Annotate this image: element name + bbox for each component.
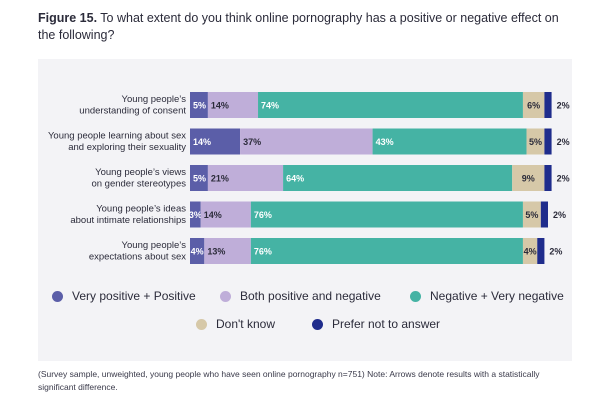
data-label: 76% (254, 246, 272, 256)
data-label: 6% (527, 100, 540, 110)
bar-segment (540, 201, 548, 228)
legend-swatch-very-positive (52, 290, 63, 302)
footnote: (Survey sample, unweighted, young people… (38, 369, 540, 392)
bar-segment (190, 128, 241, 155)
data-label: 74% (261, 100, 279, 110)
legend-label-very-positive: Very positive + Positive (72, 289, 196, 303)
data-label: 43% (376, 137, 394, 147)
bar-segment (522, 238, 538, 264)
category-label: Young people’s views on gender stereotype… (91, 167, 186, 190)
data-label: 64% (286, 173, 304, 183)
data-label: 37% (243, 137, 261, 147)
data-label: 2% (549, 246, 562, 256)
data-label: 2% (553, 210, 566, 220)
data-label: 14% (193, 137, 211, 147)
bar-segment (190, 238, 205, 264)
bar-segment (250, 201, 523, 228)
legend-label-dont-know: Don't know (216, 317, 275, 331)
bar-segment (526, 128, 545, 155)
bar-segment (544, 165, 552, 191)
bar-segment (204, 238, 251, 264)
data-label: 5% (193, 173, 206, 183)
bar-segment (544, 128, 552, 155)
bar-segment (190, 92, 208, 118)
data-label: 4% (524, 246, 537, 256)
data-label: 2% (557, 137, 570, 147)
bar-segment (190, 165, 208, 191)
legend-label-both: Both positive and negative (240, 289, 381, 303)
bar-segment (544, 92, 552, 118)
figure-question: To what extent do you think online porno… (38, 11, 559, 42)
data-label: 4% (191, 246, 204, 256)
bar-segment (258, 92, 523, 118)
stacked-bar-chart: Young people’s understanding of consent 5%… (48, 92, 570, 264)
legend-item-dont-know: Don't know (196, 317, 275, 331)
chart-panel: Young people’s understanding of consent 5%… (38, 59, 572, 361)
bar-segment (522, 92, 545, 118)
figure-label: Figure 15. (38, 11, 98, 25)
data-label: 14% (204, 210, 222, 220)
legend-item-prefer-not: Prefer not to answer (312, 317, 440, 331)
data-label: 76% (254, 210, 272, 220)
bar-segment (240, 128, 373, 155)
category-label: Young people’s expectations about sex (89, 240, 186, 263)
bar-segment (537, 238, 545, 264)
bar-segment (200, 201, 251, 228)
bar-segment (207, 165, 284, 191)
category-label: Young people learning about sex and explo… (48, 131, 186, 154)
data-label: 2% (557, 100, 570, 110)
legend-label-negative: Negative + Very negative (430, 289, 564, 303)
data-label: 13% (207, 246, 225, 256)
bar-segment (250, 238, 523, 264)
legend-item-both: Both positive and negative (220, 289, 381, 303)
data-label: 5% (193, 100, 206, 110)
data-label: 14% (211, 100, 229, 110)
figure-title: Figure 15. To what extent do you think o… (38, 10, 578, 44)
data-label: 2% (557, 173, 570, 183)
legend-swatch-prefer-not (312, 318, 323, 330)
data-label: 5% (529, 137, 542, 147)
bar-segment (207, 92, 259, 118)
bar-segment (372, 128, 527, 155)
bar-segment (522, 201, 541, 228)
category-label: Young people’s understanding of consent (79, 94, 186, 117)
legend-swatch-dont-know (196, 318, 207, 330)
bar-segment (283, 165, 513, 191)
legend-item-negative: Negative + Very negative (410, 289, 564, 303)
legend-swatch-both (220, 290, 231, 302)
data-label: 21% (211, 173, 229, 183)
data-label: 5% (525, 210, 538, 220)
legend-label-prefer-not: Prefer not to answer (332, 317, 441, 331)
legend-swatch-negative (410, 290, 421, 302)
bar-segment (190, 201, 201, 228)
data-label: 3% (189, 210, 202, 220)
category-label: Young people’s ideas about intimate relat… (70, 204, 186, 227)
data-label: 9% (522, 173, 535, 183)
bar-segment (512, 165, 545, 191)
legend-item-very-positive: Very positive + Positive (52, 289, 196, 303)
